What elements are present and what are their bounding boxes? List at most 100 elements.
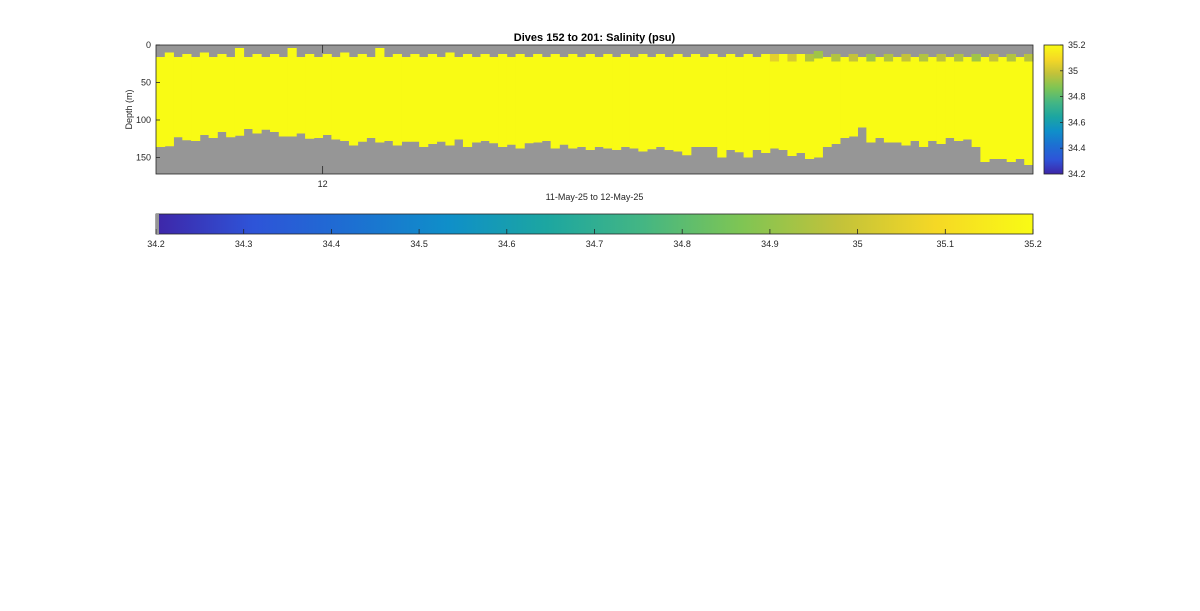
colorbar-right-tick-label: 34.2	[1068, 169, 1086, 179]
profile-column	[866, 54, 876, 143]
profile-column	[629, 57, 639, 149]
profile-column	[375, 48, 385, 143]
colorbar-bottom-tick-label: 34.2	[147, 239, 165, 249]
colorbar-right-tick-label: 35.2	[1068, 40, 1086, 50]
profile-column	[708, 54, 718, 147]
profile-column	[585, 54, 595, 150]
profile-column	[410, 54, 420, 142]
profile-column	[427, 54, 438, 144]
profile-column	[734, 57, 744, 153]
profile-column	[997, 57, 1008, 159]
profile-column	[498, 54, 508, 147]
colorbar-bottom-tick-label: 34.8	[673, 239, 691, 249]
profile-column	[366, 57, 376, 138]
profile-column	[690, 54, 701, 147]
colorbar-bottom-tick-label: 35	[853, 239, 863, 249]
profile-column	[419, 57, 429, 147]
colorbar-right-gradient	[1043, 44, 1064, 175]
profile-column	[620, 54, 630, 147]
salinity-anomaly-cell	[989, 54, 999, 62]
x-tick-label: 12	[318, 179, 328, 189]
profile-column	[1015, 57, 1025, 159]
profile-column	[392, 54, 402, 146]
salinity-anomaly-cell	[918, 54, 929, 62]
profile-column	[489, 57, 499, 144]
salinity-anomaly-cell	[769, 54, 780, 62]
y-axis: 0 50 100 150	[136, 40, 160, 163]
profile-column	[454, 57, 464, 140]
profile-column	[875, 57, 885, 138]
profile-column	[778, 54, 788, 150]
profile-column	[813, 54, 823, 158]
profile-column	[840, 57, 850, 138]
profile-column	[901, 54, 911, 146]
colorbar-right-tick-label: 34.8	[1068, 92, 1086, 102]
profile-column	[910, 57, 920, 141]
colorbar-bottom: 34.2 34.3 34.4 34.5 34.6 34.7 34.8 34.9 35 35.1 35…	[147, 213, 1042, 249]
salinity-anomaly-cell	[848, 54, 858, 62]
profile-column	[804, 57, 815, 159]
profile-column	[541, 57, 552, 141]
profile-column	[594, 57, 604, 147]
profile-column	[1024, 54, 1034, 165]
profile-column	[436, 57, 446, 142]
profile-column	[287, 48, 297, 137]
colorbar-bottom-tick-label: 35.1	[937, 239, 955, 249]
salinity-anomaly-cell	[804, 54, 815, 62]
profile-column	[243, 57, 253, 129]
profile-column	[384, 57, 394, 141]
profile-column	[331, 57, 341, 140]
profile-column	[769, 57, 780, 149]
profile-column	[1006, 54, 1016, 162]
colorbar-bottom-tick-label: 34.3	[235, 239, 253, 249]
profile-column	[980, 57, 990, 162]
profile-column	[208, 57, 218, 138]
profile-column	[471, 57, 481, 143]
profile-column	[278, 57, 288, 137]
profile-column	[401, 57, 411, 142]
profile-column	[506, 57, 516, 145]
profile-column	[936, 54, 946, 144]
profile-column	[480, 54, 490, 141]
y-tick-label: 150	[136, 153, 151, 163]
profile-column	[682, 57, 692, 156]
x-axis: 12	[318, 45, 328, 189]
profile-column	[743, 54, 753, 158]
salinity-anomaly-cell	[883, 54, 894, 62]
profile-column	[752, 57, 762, 150]
colorbar-right: 34.2 34.4 34.6 34.8 35 35.2	[1043, 40, 1086, 179]
profile-column	[673, 54, 683, 152]
profile-column	[340, 52, 350, 141]
salinity-anomaly-cell	[831, 54, 841, 62]
profile-column	[726, 54, 736, 150]
profile-column	[357, 54, 367, 142]
x-axis-label: 11-May-25 to 12-May-25	[546, 192, 644, 202]
plot-frame	[155, 44, 1034, 175]
profile-column	[533, 54, 543, 143]
profile-column	[164, 52, 174, 147]
colorbar-bottom-tick-label: 34.4	[323, 239, 341, 249]
profile-column	[270, 54, 280, 132]
profile-column	[638, 54, 648, 152]
chart-title: Dives 152 to 201: Salinity (psu)	[514, 32, 676, 44]
colorbar-bottom-tick-label: 34.7	[586, 239, 604, 249]
profile-column	[462, 54, 473, 147]
y-tick-label: 50	[141, 78, 151, 88]
salinity-anomaly-cell	[1006, 54, 1016, 62]
y-tick-label: 100	[136, 115, 151, 125]
profile-column	[647, 57, 657, 150]
profile-column	[989, 54, 999, 159]
profile-column	[945, 57, 955, 138]
profile-column	[550, 54, 560, 149]
profile-column	[173, 57, 183, 138]
profile-column	[655, 54, 666, 147]
profile-column	[191, 57, 201, 141]
profile-column	[515, 54, 525, 149]
profile-column	[954, 54, 964, 141]
salinity-anomaly-cell	[901, 54, 911, 62]
colorbar-bottom-tick-label: 34.9	[761, 239, 779, 249]
profile-column	[199, 52, 210, 135]
salinity-anomaly-cell	[866, 54, 876, 62]
salinity-anomaly-cell	[813, 51, 823, 59]
